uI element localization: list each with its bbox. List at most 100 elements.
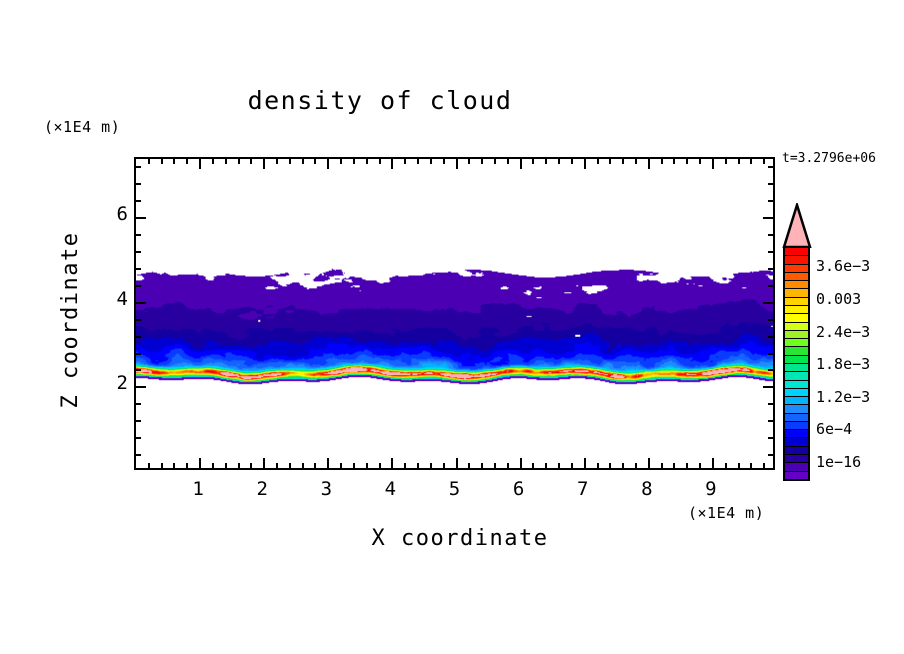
x-axis-minor-tick <box>622 159 625 164</box>
y-axis-minor-tick <box>768 183 773 186</box>
x-axis-minor-tick <box>558 463 561 468</box>
colorbar-band <box>785 471 808 479</box>
x-axis-minor-tick <box>660 463 663 468</box>
colorbar-band <box>785 372 808 381</box>
colorbar-band <box>785 363 808 373</box>
colorbar-band <box>785 339 808 348</box>
colorbar-band <box>785 463 808 472</box>
colorbar-band <box>785 264 808 273</box>
x-axis-minor-tick <box>288 159 291 164</box>
x-axis-major-tick <box>199 159 202 169</box>
x-axis-minor-tick <box>724 463 727 468</box>
colorbar-tick-label: 1.2e−3 <box>816 387 871 406</box>
y-tick-label: 6 <box>116 203 128 226</box>
y-axis-major-tick <box>763 301 773 304</box>
x-axis-minor-tick <box>570 159 573 164</box>
plot-area <box>134 157 775 470</box>
x-axis-major-tick <box>455 458 458 468</box>
x-axis-minor-tick <box>468 159 471 164</box>
contour-field <box>136 159 773 468</box>
x-axis-minor-tick <box>699 463 702 468</box>
y-axis-minor-tick <box>768 200 773 203</box>
x-axis-minor-tick <box>224 463 227 468</box>
y-axis-minor-tick <box>768 267 773 270</box>
y-axis-minor-tick <box>136 454 141 457</box>
x-axis-minor-tick <box>545 463 548 468</box>
x-axis-minor-tick <box>352 159 355 164</box>
colorbar-band <box>785 256 808 265</box>
x-axis-minor-tick <box>301 159 304 164</box>
y-axis-minor-tick <box>768 318 773 321</box>
x-axis-minor-tick <box>147 159 150 164</box>
y-axis-major-tick <box>136 301 146 304</box>
colorbar-band <box>785 314 808 323</box>
x-axis-minor-tick <box>763 463 766 468</box>
x-axis-minor-tick <box>186 159 189 164</box>
x-axis-minor-tick <box>750 159 753 164</box>
x-axis-minor-tick <box>211 159 214 164</box>
x-tick-label: 2 <box>256 478 268 500</box>
x-axis-minor-tick <box>596 463 599 468</box>
x-axis-minor-tick <box>660 159 663 164</box>
colorbar-band <box>785 281 808 290</box>
x-axis-minor-tick <box>532 159 535 164</box>
x-tick-label: 6 <box>512 478 525 500</box>
x-axis-minor-tick <box>340 159 343 164</box>
x-axis-minor-tick <box>596 159 599 164</box>
colorbar-band <box>785 355 808 364</box>
x-axis-minor-tick <box>532 463 535 468</box>
y-axis-minor-tick <box>768 369 773 372</box>
y-axis-minor-tick <box>136 234 141 237</box>
x-axis-minor-tick <box>481 159 484 164</box>
x-axis-minor-tick <box>160 463 163 468</box>
x-axis-minor-tick <box>634 463 637 468</box>
colorbar-band <box>785 421 808 431</box>
x-tick-label: 5 <box>448 478 461 500</box>
y-axis-minor-tick <box>768 335 773 338</box>
y-axis-minor-tick <box>768 420 773 423</box>
y-axis-minor-tick <box>136 352 141 355</box>
x-axis-minor-tick <box>417 159 420 164</box>
x-tick-label: 4 <box>384 478 397 500</box>
x-axis-major-tick <box>647 159 650 169</box>
x-tick-label: 8 <box>641 478 653 500</box>
colorbar-band <box>785 388 808 398</box>
x-axis-minor-tick <box>301 463 304 468</box>
x-axis-minor-tick <box>340 463 343 468</box>
x-axis-minor-tick <box>429 159 432 164</box>
x-axis-minor-tick <box>468 463 471 468</box>
x-axis-minor-tick <box>250 159 253 164</box>
y-axis-minor-tick <box>136 183 141 186</box>
x-axis-major-tick <box>199 458 202 468</box>
x-axis-major-tick <box>391 458 394 468</box>
colorbar <box>780 203 814 481</box>
x-axis-minor-tick <box>352 463 355 468</box>
colorbar-band <box>785 322 808 331</box>
x-axis-major-tick <box>711 159 714 169</box>
x-tick-label: 9 <box>705 478 717 500</box>
y-axis-minor-tick <box>136 318 141 321</box>
colorbar-band <box>785 305 808 315</box>
x-axis-minor-tick <box>237 463 240 468</box>
y-tick-label: 2 <box>116 372 128 395</box>
z-axis-units-label: (×1E4 m) <box>44 118 121 136</box>
colorbar-band <box>785 455 808 464</box>
colorbar-band <box>785 248 808 257</box>
y-axis-minor-tick <box>768 437 773 440</box>
y-axis-minor-tick <box>136 284 141 287</box>
colorbar-band <box>785 380 808 389</box>
x-axis-minor-tick <box>493 159 496 164</box>
colorbar-band <box>785 272 808 282</box>
y-axis-minor-tick <box>768 403 773 406</box>
x-axis-minor-tick <box>442 463 445 468</box>
colorbar-tick-label: 1.8e−3 <box>816 355 871 374</box>
x-axis-title: X coordinate <box>371 526 549 551</box>
x-axis-minor-tick <box>404 463 407 468</box>
colorbar-band <box>785 397 808 406</box>
x-axis-minor-tick <box>314 463 317 468</box>
colorbar-band <box>785 297 808 306</box>
x-axis-major-tick <box>647 458 650 468</box>
y-axis-major-tick <box>136 217 146 220</box>
x-axis-minor-tick <box>211 463 214 468</box>
x-axis-minor-tick <box>160 159 163 164</box>
